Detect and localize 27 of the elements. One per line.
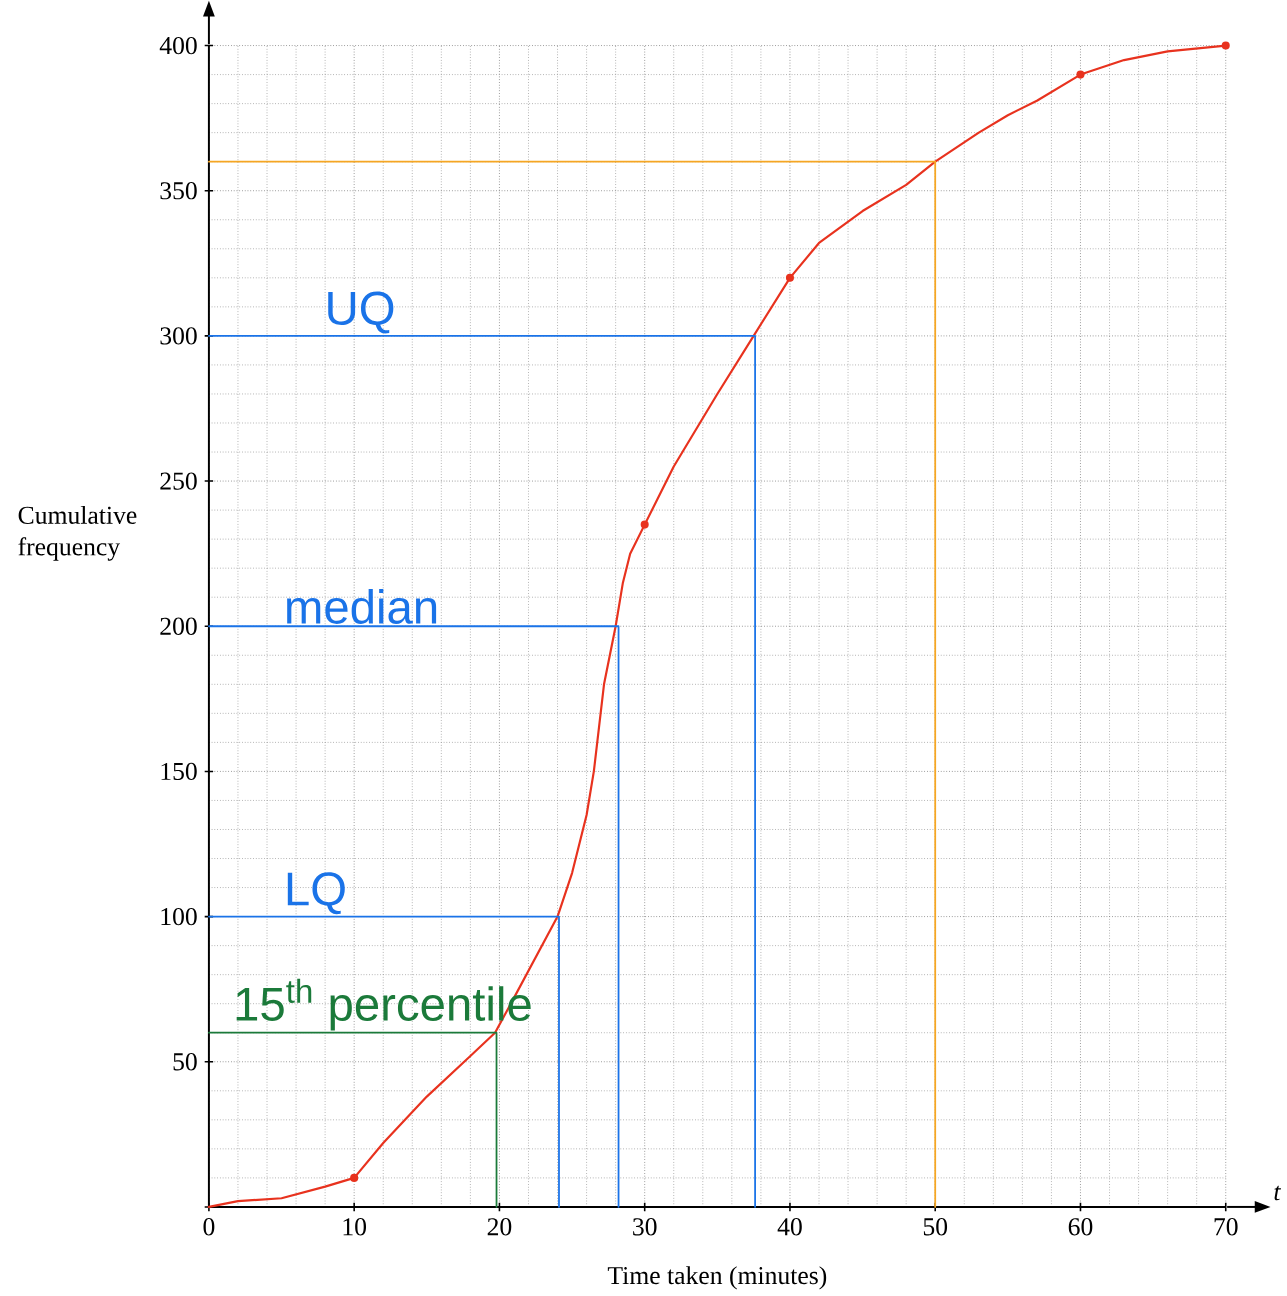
- y-tick-label: 50: [173, 1053, 197, 1071]
- point: [640, 520, 649, 529]
- y-tick-label: 150: [161, 762, 197, 781]
- point: [1076, 70, 1085, 79]
- x-tick-label: 60: [1068, 1218, 1093, 1236]
- point: [785, 273, 794, 282]
- annotation: UQ: [328, 291, 394, 334]
- x-tick-label: 70: [1214, 1218, 1238, 1236]
- y-tick-label: 100: [161, 907, 197, 926]
- y-tick-label: 400: [159, 36, 197, 55]
- y-tick-label: 300: [160, 327, 197, 345]
- y-axis-title: Cumulative frequency: [18, 505, 137, 561]
- text: t: [1274, 1185, 1281, 1201]
- x-tick-label: 10: [343, 1218, 366, 1236]
- annotation: median: [287, 589, 437, 624]
- x-tick-label: 30: [633, 1218, 657, 1236]
- x-tick-label: 0: [203, 1218, 215, 1236]
- x-axis-title: Time taken (minutes): [607, 1266, 827, 1290]
- x-tick-label: 50: [923, 1218, 948, 1236]
- x-tick-label: 40: [777, 1218, 802, 1236]
- annotation: LQ: [287, 872, 345, 915]
- point: [350, 1173, 359, 1182]
- point: [1221, 41, 1230, 50]
- x-tick-label: 20: [487, 1218, 512, 1236]
- y-tick-label: 200: [160, 617, 197, 635]
- y-tick-label: 250: [160, 472, 197, 490]
- y-tick-label: 350: [160, 182, 197, 200]
